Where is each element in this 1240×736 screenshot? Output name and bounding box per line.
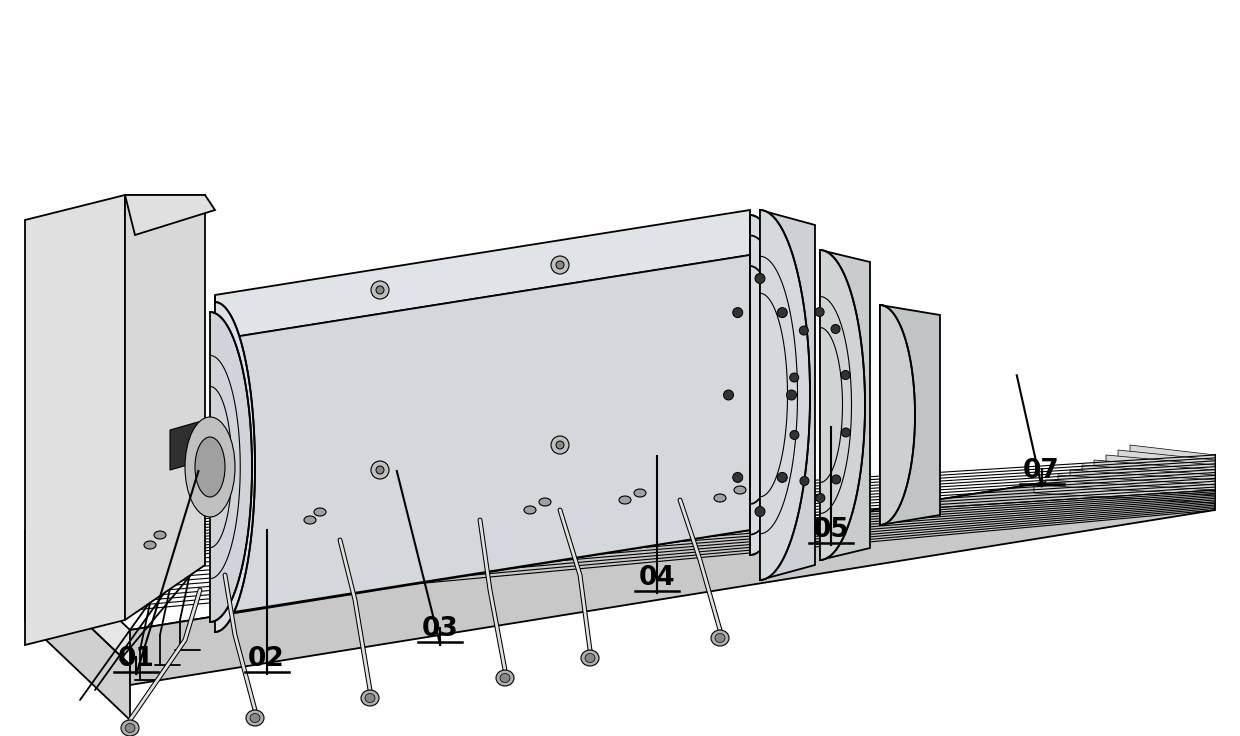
Ellipse shape [376,466,384,474]
Ellipse shape [723,390,734,400]
Polygon shape [760,210,810,580]
Ellipse shape [841,428,851,437]
Polygon shape [25,455,1215,665]
Ellipse shape [777,473,787,482]
Ellipse shape [551,256,569,274]
Ellipse shape [715,634,725,643]
Text: 04: 04 [639,565,676,591]
Ellipse shape [800,326,808,335]
Ellipse shape [755,274,765,283]
Ellipse shape [185,417,236,517]
Ellipse shape [800,476,808,486]
Ellipse shape [815,308,825,316]
Ellipse shape [371,281,389,299]
Ellipse shape [250,713,260,723]
Ellipse shape [314,508,326,516]
Ellipse shape [734,486,746,494]
Polygon shape [1130,445,1215,463]
Text: 07: 07 [1023,458,1060,484]
Ellipse shape [361,690,379,706]
Ellipse shape [539,498,551,506]
Ellipse shape [144,541,156,549]
Ellipse shape [556,441,564,449]
Text: 05: 05 [812,517,849,543]
Ellipse shape [790,431,799,439]
Ellipse shape [376,286,384,294]
Polygon shape [130,455,1215,685]
Ellipse shape [371,461,389,479]
Polygon shape [170,420,205,470]
Polygon shape [1058,475,1215,493]
Polygon shape [760,210,815,580]
Ellipse shape [790,373,799,382]
Polygon shape [820,250,866,560]
Ellipse shape [733,308,743,318]
Ellipse shape [246,710,264,726]
Ellipse shape [634,489,646,497]
Text: 01: 01 [118,645,155,672]
Ellipse shape [304,516,316,524]
Polygon shape [25,565,130,720]
Ellipse shape [841,370,851,380]
Ellipse shape [496,670,515,686]
Ellipse shape [755,506,765,517]
Polygon shape [1034,485,1215,503]
Ellipse shape [585,654,595,662]
Text: 03: 03 [422,616,459,643]
Polygon shape [125,195,205,620]
Polygon shape [1094,460,1215,478]
Ellipse shape [711,630,729,646]
Polygon shape [1070,470,1215,488]
Polygon shape [25,195,125,645]
Ellipse shape [500,673,510,682]
Ellipse shape [733,473,743,482]
Ellipse shape [365,693,374,702]
Polygon shape [215,255,750,615]
Polygon shape [880,305,940,525]
Polygon shape [1106,455,1215,473]
Polygon shape [880,305,915,525]
Ellipse shape [777,308,787,318]
Ellipse shape [195,437,224,497]
Ellipse shape [525,506,536,514]
Ellipse shape [122,720,139,736]
Polygon shape [215,210,750,340]
Ellipse shape [619,496,631,504]
Polygon shape [125,195,215,235]
Ellipse shape [786,390,796,400]
Polygon shape [215,295,255,632]
Ellipse shape [582,650,599,666]
Text: 02: 02 [248,645,285,672]
Polygon shape [820,250,870,560]
Polygon shape [750,215,795,555]
Ellipse shape [832,475,841,484]
Polygon shape [1047,480,1215,498]
Ellipse shape [551,436,569,454]
Polygon shape [210,312,252,622]
Ellipse shape [154,531,166,539]
Ellipse shape [816,494,825,503]
Ellipse shape [714,494,725,502]
Ellipse shape [831,325,839,333]
Ellipse shape [125,723,135,732]
Polygon shape [1118,450,1215,468]
Ellipse shape [556,261,564,269]
Polygon shape [1083,465,1215,483]
